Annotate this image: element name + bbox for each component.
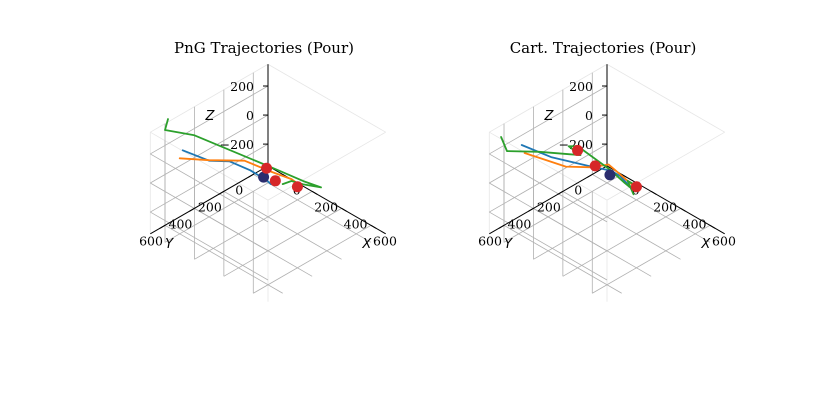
y-tick-label: 200 [198,199,222,214]
z-tick-label: 0 [246,108,254,123]
gridline [223,207,342,277]
pane-edge [489,63,608,133]
y-tick-mark [587,173,593,178]
y-axis-label: Y [504,237,513,252]
y-tick-label: 0 [574,182,582,197]
gridline [489,143,608,213]
y-tick-mark [248,173,254,178]
x-tick-mark [341,207,347,212]
z-tick-label: 200 [230,79,254,94]
x-tick-label: 600 [373,233,397,248]
goal-marker [630,181,642,193]
gridline [223,191,342,260]
goal-marker [291,181,303,193]
x-axis-label: X [700,237,711,252]
gridline [150,143,269,213]
plot-title: Cart. Trajectories (Pour) [510,39,697,57]
y-tick-label: 400 [169,216,193,231]
goal-marker [589,160,601,172]
x-tick-mark [650,190,657,195]
gridline [489,153,608,223]
gridline [503,224,622,294]
trajectory-line-1 [181,149,272,186]
y-tick-label: 600 [139,233,163,248]
gridline [253,224,372,294]
y-tick-label: 200 [537,199,561,214]
z-axis-label: Z [205,109,216,124]
x-tick-label: 200 [653,199,677,214]
z-tick-label: −200 [220,137,254,152]
goal-marker [261,162,273,174]
pane-edge [150,131,269,201]
gridline [562,191,681,260]
y-tick-label: 600 [478,233,502,248]
y-tick-mark [557,190,564,195]
gridline [150,211,269,281]
gridline [150,153,269,223]
x-tick-label: 600 [712,233,736,248]
y-axis-label: Y [165,237,174,252]
x-tick-mark [709,224,716,229]
gridline [562,207,681,277]
gridline [489,211,608,281]
y-tick-mark [159,224,166,229]
gridline [489,114,608,184]
x-tick-label: 200 [314,199,338,214]
gridline [592,174,711,243]
gridline [489,182,608,252]
pane-edge [150,63,269,133]
goal-marker [572,144,584,156]
pane-edge [606,131,725,201]
cartesian-trajectories-plot: Cart. Trajectories (Pour) 0 200 400 600 0 200… [478,39,736,302]
gridline [592,224,711,294]
x-tick-mark [621,173,627,178]
goal-marker [269,175,281,187]
x-tick-label: 400 [683,216,707,231]
pane-edge [267,63,386,133]
gridline [164,224,283,294]
png-trajectories-plot: PnG Trajectories (Pour) 0 200 400 600 0 200 40… [139,39,397,302]
z-tick-label: 200 [569,79,593,94]
start-marker [258,171,270,183]
gridline [150,182,269,252]
x-axis-label: X [361,237,372,252]
plot-title: PnG Trajectories (Pour) [174,39,354,57]
x-tick-mark [370,224,377,229]
pane-edge [489,131,608,201]
pane-edge [267,131,386,201]
x-tick-mark [680,207,686,212]
start-marker [604,169,616,181]
y-tick-mark [528,207,534,212]
z-tick-label: 0 [585,108,593,123]
x-tick-label: 400 [344,216,368,231]
gridline [489,85,608,155]
y-tick-mark [189,207,195,212]
z-axis-label: Z [544,109,555,124]
pane-edge [606,63,725,133]
z-tick-label: −200 [559,137,593,152]
x-tick-mark [311,190,318,195]
y-tick-label: 0 [235,182,243,197]
gridline [150,85,269,155]
gridline [150,114,269,184]
y-tick-label: 400 [508,216,532,231]
y-tick-mark [218,190,225,195]
y-tick-mark [498,224,505,229]
